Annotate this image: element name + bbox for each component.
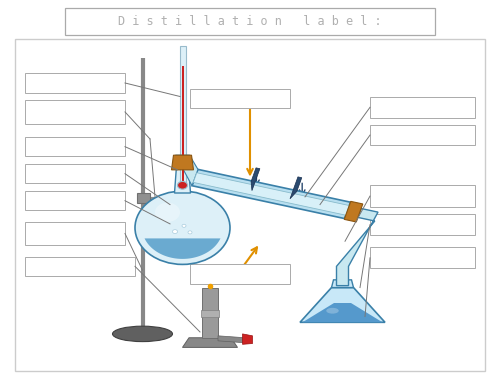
Polygon shape xyxy=(344,201,363,222)
Polygon shape xyxy=(174,166,190,193)
Circle shape xyxy=(135,191,230,264)
Circle shape xyxy=(172,230,178,234)
Bar xyxy=(201,310,219,317)
Bar xyxy=(370,125,475,145)
Polygon shape xyxy=(182,338,238,347)
Bar xyxy=(25,222,125,245)
Polygon shape xyxy=(251,168,260,191)
Bar xyxy=(370,214,475,235)
Polygon shape xyxy=(172,155,194,170)
Bar xyxy=(25,257,135,276)
Polygon shape xyxy=(300,288,385,322)
Polygon shape xyxy=(242,334,252,344)
Ellipse shape xyxy=(326,308,339,313)
Polygon shape xyxy=(332,280,353,288)
Bar xyxy=(15,39,485,371)
Circle shape xyxy=(182,224,186,227)
Bar xyxy=(370,96,475,118)
Bar xyxy=(190,89,290,108)
Text: D i s t i l l a t i o n   l a b e l :: D i s t i l l a t i o n l a b e l : xyxy=(118,15,382,28)
Circle shape xyxy=(188,231,192,234)
Polygon shape xyxy=(176,155,198,186)
Ellipse shape xyxy=(112,326,172,342)
Polygon shape xyxy=(192,169,350,218)
Polygon shape xyxy=(144,239,220,259)
Polygon shape xyxy=(336,208,378,286)
Bar xyxy=(25,164,125,183)
Polygon shape xyxy=(302,303,382,322)
Bar xyxy=(25,137,125,156)
Bar xyxy=(202,288,218,338)
Bar xyxy=(370,185,475,207)
Bar xyxy=(138,193,150,203)
Bar xyxy=(370,247,475,268)
Bar xyxy=(138,220,150,229)
Bar xyxy=(25,73,125,93)
Bar xyxy=(180,46,186,185)
Circle shape xyxy=(178,181,188,189)
Polygon shape xyxy=(290,177,302,199)
Bar xyxy=(25,191,125,210)
Bar xyxy=(25,100,125,124)
Bar xyxy=(190,264,290,284)
Bar xyxy=(65,8,435,35)
Circle shape xyxy=(155,203,180,222)
Polygon shape xyxy=(194,173,349,215)
Bar xyxy=(182,66,184,181)
Polygon shape xyxy=(218,336,245,343)
